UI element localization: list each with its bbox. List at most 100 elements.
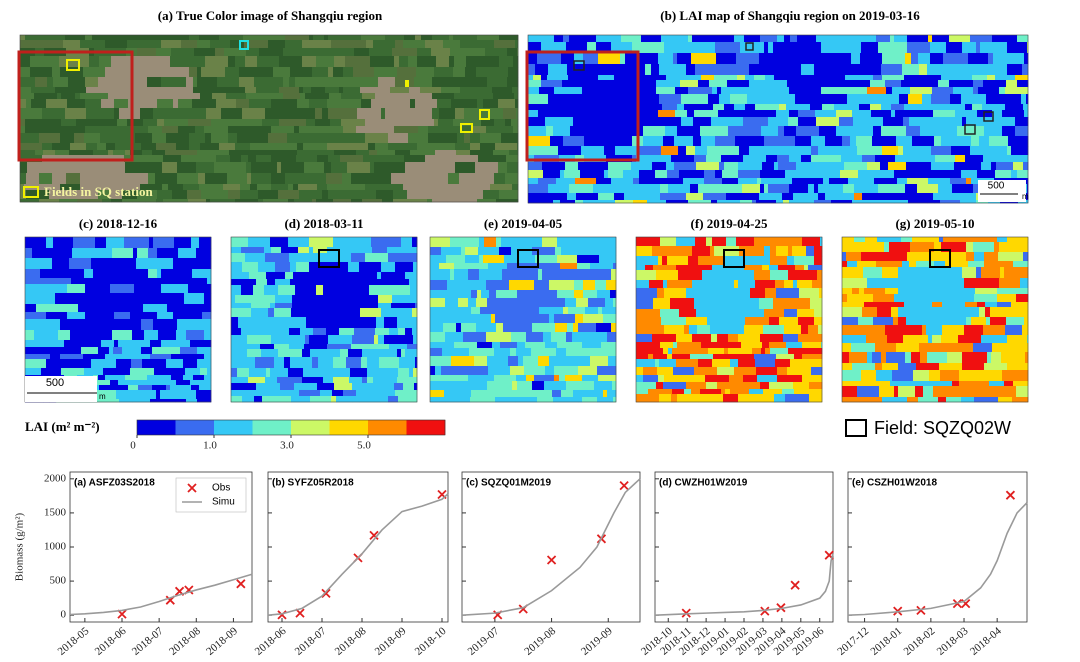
map-pixel: [246, 93, 267, 100]
map-pixel: [456, 323, 462, 333]
map-pixel: [499, 155, 507, 163]
map-pixel: [127, 119, 144, 127]
map-pixel: [922, 325, 927, 336]
map-pixel: [549, 356, 575, 367]
map-pixel: [882, 75, 905, 81]
map-pixel: [42, 108, 66, 120]
map-pixel: [882, 146, 899, 156]
map-pixel: [382, 93, 399, 100]
map-pixel: [706, 382, 718, 390]
map-pixel: [771, 94, 796, 105]
map-pixel: [191, 237, 200, 249]
map-pixel: [966, 317, 972, 326]
map-pixel: [360, 87, 371, 94]
map-pixel: [113, 385, 129, 391]
map-pixel: [132, 199, 146, 203]
map-pixel: [55, 293, 81, 305]
map-pixel: [787, 80, 808, 88]
map-pixel: [101, 340, 115, 348]
map-pixel: [271, 126, 295, 134]
map-pixel: [306, 317, 316, 329]
map-pixel: [502, 269, 516, 281]
map-pixel: [392, 48, 418, 57]
map-pixel: [668, 348, 673, 355]
map-pixel: [374, 56, 395, 68]
map-pixel: [651, 117, 677, 127]
map-pixel: [327, 237, 334, 248]
map-pixel: [25, 258, 30, 270]
map-pixel: [468, 269, 480, 281]
map-pixel: [55, 150, 70, 156]
map-pixel: [576, 298, 589, 308]
map-pixel: [694, 155, 707, 163]
map-pixel: [304, 162, 325, 174]
map-pixel: [493, 93, 515, 100]
map-pixel: [574, 290, 584, 299]
map-pixel: [200, 143, 220, 151]
map-pixel: [268, 390, 285, 397]
map-pixel: [932, 302, 943, 308]
map-pixel: [601, 342, 617, 349]
map-pixel: [759, 298, 774, 310]
map-pixel: [566, 348, 587, 357]
map-pixel: [92, 35, 108, 41]
map-pixel: [915, 267, 926, 279]
map-pixel: [417, 48, 432, 57]
map-pixel: [989, 136, 1009, 147]
map-pixel: [229, 150, 234, 156]
map-pixel: [451, 290, 472, 299]
map-pixel: [288, 184, 294, 191]
map-pixel: [341, 93, 363, 100]
map-pixel: [795, 265, 805, 271]
map-pixel: [144, 162, 163, 174]
map-pixel: [413, 262, 418, 273]
map-pixel: [245, 87, 257, 94]
map-pixel: [214, 87, 235, 94]
map-pixel: [247, 349, 262, 358]
map-pixel: [673, 53, 678, 65]
map-pixel: [930, 317, 955, 326]
map-pixel: [487, 77, 508, 88]
map-pixel: [53, 162, 61, 174]
map-pixel: [134, 35, 160, 41]
map-pixel: [173, 99, 179, 109]
colorbar-label: LAI (m² m⁻²): [25, 419, 100, 434]
map-pixel: [535, 64, 549, 76]
map-pixel: [964, 325, 984, 336]
map-pixel: [160, 390, 183, 400]
map-pixel: [415, 119, 435, 127]
map-pixel: [702, 270, 716, 281]
map-pixel: [565, 162, 579, 171]
map-pixel: [25, 354, 51, 360]
map-pixel: [262, 162, 278, 174]
map-pixel: [714, 246, 740, 257]
map-pixel: [933, 386, 953, 398]
map-pixel: [735, 136, 742, 147]
map-pixel: [231, 285, 242, 296]
map-pixel: [745, 126, 762, 137]
map-pixel: [193, 77, 198, 88]
map-pixel: [1025, 397, 1029, 403]
map-pixel: [728, 256, 747, 266]
map-pixel: [555, 323, 568, 333]
map-pixel: [660, 184, 669, 194]
map-pixel: [80, 293, 85, 305]
map-pixel: [990, 261, 998, 268]
map-pixel: [235, 295, 251, 304]
map-pixel: [609, 247, 617, 256]
map-pixel: [559, 375, 566, 382]
map-pixel: [979, 136, 990, 147]
map-pixel: [293, 272, 303, 280]
map-pixel: [756, 367, 767, 376]
map-pixel: [127, 293, 136, 305]
map-pixel: [84, 269, 94, 279]
map-pixel: [524, 366, 546, 376]
map-pixel: [161, 77, 187, 88]
map-pixel: [371, 272, 378, 280]
map-pixel: [254, 396, 263, 403]
map-pixel: [35, 56, 60, 68]
map-pixel: [738, 359, 756, 368]
map-pixel: [465, 247, 479, 256]
map-title: (f) 2019-04-25: [691, 216, 768, 231]
map-pixel: [842, 397, 860, 403]
